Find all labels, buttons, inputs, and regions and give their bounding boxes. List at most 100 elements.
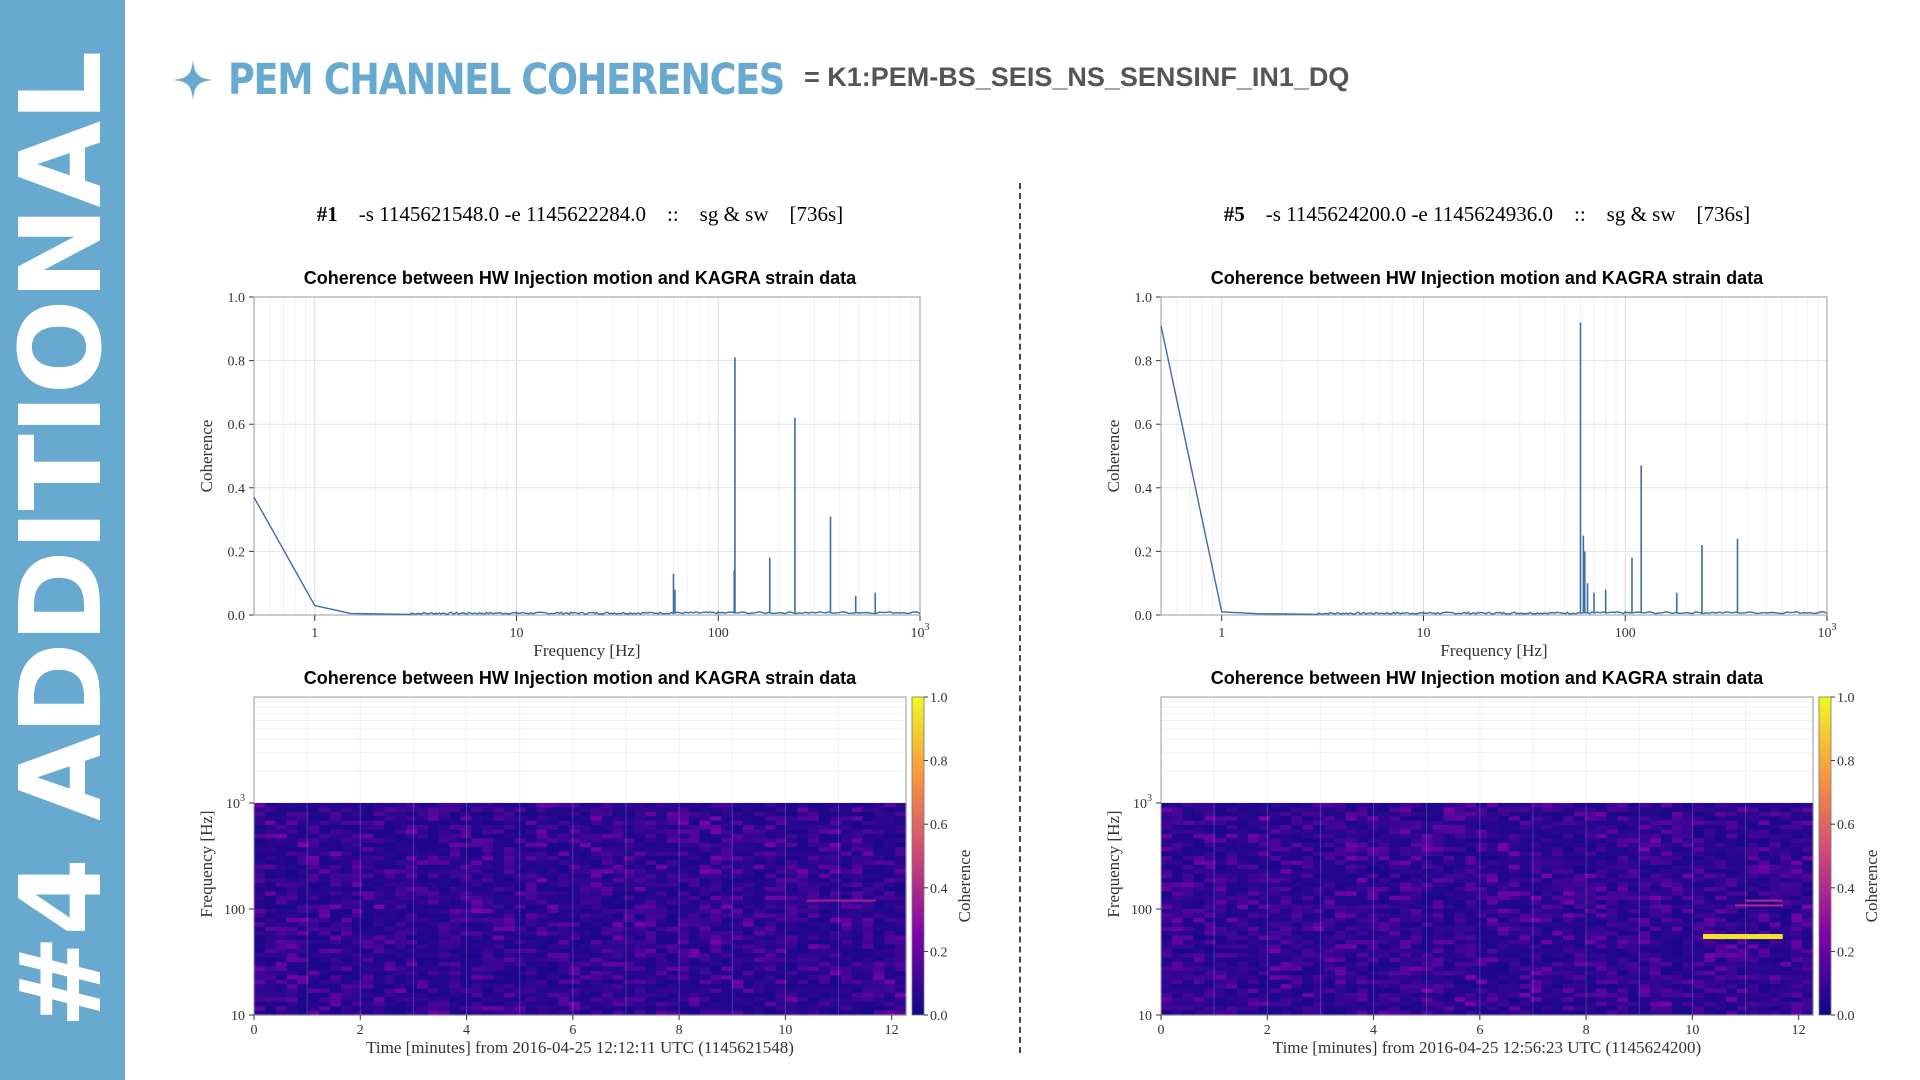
spectrogram-cell [1161, 860, 1173, 866]
spectrogram-cell [547, 962, 559, 968]
spectrogram-cell [884, 895, 896, 901]
spectrogram-cell [862, 939, 874, 945]
spectrogram-cell [1247, 900, 1260, 906]
spectrogram-cell [1487, 856, 1499, 862]
spectrogram-cell [503, 807, 516, 813]
spectrogram-cell [1302, 922, 1314, 928]
spectrogram-cell [1639, 807, 1651, 813]
spectrogram-cell [884, 847, 896, 853]
spectrogram-cell [1302, 873, 1314, 879]
spectrogram-cell [601, 926, 614, 932]
spectrogram-cell [1204, 856, 1216, 862]
spectrogram-cell [895, 997, 907, 1003]
spectrogram-cell [1595, 811, 1608, 817]
spectrogram-cell [1682, 825, 1695, 831]
spectrogram-cell [438, 811, 451, 817]
spectrogram-cell [286, 931, 299, 937]
spectrogram-cell [1182, 847, 1195, 853]
spectrogram-cell [514, 948, 527, 954]
spectrogram-cell [743, 842, 755, 848]
spectrogram-cell [1324, 886, 1336, 892]
spectrogram-cell [351, 953, 364, 959]
spectrogram-cell [721, 856, 733, 862]
spectrogram-cell [1215, 886, 1227, 892]
spectrogram-cell [427, 997, 440, 1003]
spectrogram-cell [590, 1010, 603, 1016]
spectrogram-cell [580, 913, 592, 919]
spectrogram-cell [503, 820, 516, 826]
spectrogram-cell [1617, 882, 1629, 888]
spectrogram-cell [1802, 891, 1814, 897]
spectrogram-cell [1400, 931, 1412, 937]
spectrogram-cell [308, 825, 320, 831]
spectrogram-cell [884, 811, 896, 817]
spectrogram-cell [1356, 913, 1369, 919]
spectrogram-cell [1584, 873, 1597, 879]
spectrogram-cell [612, 922, 625, 928]
spectrogram-cell [525, 825, 538, 831]
spectrogram-cell [362, 847, 375, 853]
spectrogram-cell [775, 988, 788, 994]
spectrogram-cell [623, 838, 635, 844]
spectrogram-cell [1650, 886, 1662, 892]
spectrogram-cell [254, 944, 266, 950]
spectrogram-cell [753, 873, 766, 879]
spectrogram-cell [1791, 931, 1803, 937]
spectrogram-cell [1726, 878, 1738, 884]
spectrogram-cell [1660, 886, 1673, 892]
spectrogram-cell [417, 864, 429, 870]
spectrogram-cell [1182, 811, 1195, 817]
spectrogram-cell [1650, 904, 1662, 910]
spectrogram-cell [569, 970, 581, 976]
spectrogram-cell [460, 869, 472, 875]
spectrogram-cell [829, 935, 842, 941]
spectrogram-cell [406, 922, 418, 928]
x-tick-label: 1 [311, 626, 318, 641]
spectrogram-cell [1791, 838, 1803, 844]
spectrogram-cell [1345, 900, 1358, 906]
spectrogram-cell [775, 917, 788, 923]
spectrogram-cell [797, 811, 809, 817]
spectrogram-cell [1476, 833, 1488, 839]
spectrogram-cell [1324, 904, 1336, 910]
spectrogram-cell [373, 966, 385, 972]
spectrogram-cell [666, 970, 679, 976]
spectrogram-cell [1650, 829, 1662, 835]
spectrogram-cell [427, 864, 440, 870]
spectrogram-cell [1171, 860, 1184, 866]
spectrogram-cell [493, 825, 505, 831]
spectrogram-cell [373, 833, 385, 839]
spectrogram-cell [406, 992, 418, 998]
spectrogram-cell [264, 886, 277, 892]
spectrogram-cell [699, 811, 711, 817]
spectrogram-cell [895, 988, 907, 994]
spectrogram-cell [1617, 926, 1629, 932]
spectrogram-cell [1226, 803, 1238, 809]
spectrogram-cell [721, 811, 733, 817]
spectrogram-cell [286, 816, 299, 822]
spectrogram-cell [895, 847, 907, 853]
spectrogram-cell [395, 811, 407, 817]
run-end: -e 1145622284.0 [504, 202, 646, 226]
spectrogram-cell [1367, 931, 1379, 937]
spectrogram-cell [503, 1001, 516, 1007]
spectrogram-cell [1791, 829, 1803, 835]
spectrogram-cell [601, 904, 614, 910]
spectrogram-cell [417, 891, 429, 897]
spectrogram-cell [536, 811, 548, 817]
spectrogram-cell [634, 975, 646, 981]
spectrogram-cell [1671, 820, 1684, 826]
spectrogram-cell [1269, 838, 1282, 844]
spectrogram-cell [373, 891, 385, 897]
spectrogram-cell [873, 1006, 885, 1012]
spectrogram-cell [1802, 913, 1814, 919]
spectrogram-cell [1410, 803, 1423, 809]
spectrogram-cell [1617, 816, 1629, 822]
spectrogram-cell [612, 803, 625, 809]
spectrogram-cell [612, 873, 625, 879]
spectrogram-cell [819, 931, 831, 937]
spectrogram-cell [525, 975, 538, 981]
spectrogram-cell [612, 944, 625, 950]
spectrogram-cell [308, 816, 320, 822]
spectrogram-cell [688, 803, 701, 809]
